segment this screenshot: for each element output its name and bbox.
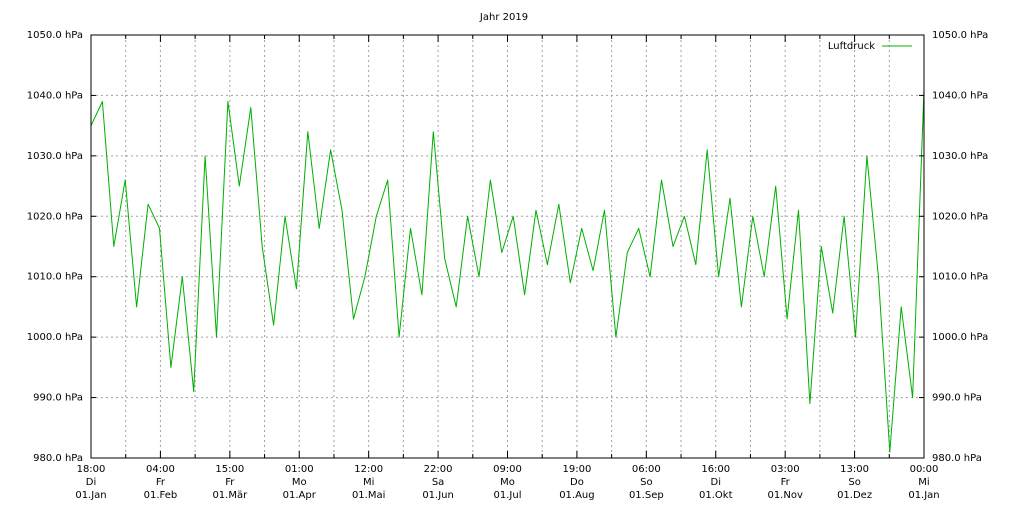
x-axis: 18:00 Di 01.Jan 04:00 Fr 01.Feb 15:00 Fr 01.Mär 0…: [75, 464, 939, 501]
x-tick-label-line: Mi: [363, 477, 374, 488]
x-tick-label-line: 01.Jan: [908, 490, 939, 501]
y-tick-label: 1050.0 hPa: [932, 30, 988, 41]
x-tick-label: 06:00 So 01.Sep: [629, 464, 664, 501]
x-tick-label-line: Di: [711, 477, 721, 488]
x-tick-label-line: 13:00: [840, 464, 869, 475]
y-tick-label: 980.0 hPa: [932, 453, 982, 464]
legend: Luftdruck: [828, 41, 912, 52]
x-tick-label: 04:00 Fr 01.Feb: [144, 464, 178, 501]
x-tick-label-line: Mo: [292, 477, 307, 488]
y-tick-label: 1010.0 hPa: [932, 272, 988, 283]
y-tick-label: 1050.0 hPa: [27, 30, 83, 41]
x-tick-label-line: 00:00: [910, 464, 939, 475]
y-tick-label: 1040.0 hPa: [932, 90, 988, 101]
y-axis-left: 980.0 hPa 990.0 hPa 1000.0 hPa 1010.0 hPa 10…: [27, 30, 83, 464]
x-tick-label: 18:00 Di 01.Jan: [75, 464, 106, 501]
axis-ticks: [90, 34, 925, 459]
x-tick-label: 16:00 Di 01.Okt: [699, 464, 733, 501]
x-tick-label-line: Mo: [500, 477, 515, 488]
series-layer: [90, 89, 925, 453]
x-tick-label-line: 15:00: [215, 464, 244, 475]
x-tick-label-line: 01.Mai: [352, 490, 385, 501]
x-tick-label-line: Di: [86, 477, 96, 488]
x-tick-label-line: 01.Nov: [767, 490, 803, 501]
x-tick-label: 09:00 Mo 01.Jul: [493, 464, 522, 501]
x-tick-label-line: 06:00: [632, 464, 661, 475]
x-tick-label-line: 01.Feb: [144, 490, 178, 501]
y-tick-label: 990.0 hPa: [932, 393, 982, 404]
y-tick-label: 1010.0 hPa: [27, 272, 83, 283]
x-tick-label-line: Do: [570, 477, 584, 488]
x-tick-label: 12:00 Mi 01.Mai: [352, 464, 385, 501]
x-tick-label-line: 01.Jul: [494, 490, 522, 501]
y-tick-label: 1000.0 hPa: [27, 332, 83, 343]
x-tick-label-line: 01.Jan: [75, 490, 106, 501]
x-tick-label: 15:00 Fr 01.Mär: [212, 464, 248, 501]
x-tick-label-line: 18:00: [77, 464, 106, 475]
x-tick-label: 00:00 Mi 01.Jan: [908, 464, 939, 501]
x-tick-label: 19:00 Do 01.Aug: [559, 464, 594, 501]
x-tick-label-line: 09:00: [493, 464, 522, 475]
x-tick-label-line: Fr: [781, 477, 791, 488]
x-tick-label-line: 01.Aug: [559, 490, 594, 501]
y-tick-label: 1030.0 hPa: [932, 151, 988, 162]
x-tick-label: 13:00 So 01.Dez: [837, 464, 872, 501]
y-tick-label: 1030.0 hPa: [27, 151, 83, 162]
x-tick-label-line: Mi: [918, 477, 929, 488]
x-tick-label-line: So: [640, 477, 652, 488]
series-line-luftdruck: [90, 89, 925, 453]
x-tick-label-line: 19:00: [563, 464, 592, 475]
x-tick-label-line: 03:00: [771, 464, 800, 475]
chart-title: Jahr 2019: [479, 12, 528, 23]
x-tick-label-line: Fr: [156, 477, 166, 488]
x-tick-label-line: So: [848, 477, 860, 488]
y-tick-label: 990.0 hPa: [33, 393, 83, 404]
x-tick-label-line: 12:00: [354, 464, 383, 475]
x-tick-label-line: 01.Sep: [629, 490, 664, 501]
x-tick-label-line: 01.Apr: [283, 490, 317, 501]
y-tick-label: 1020.0 hPa: [932, 211, 988, 222]
y-tick-label: 1000.0 hPa: [932, 332, 988, 343]
legend-label: Luftdruck: [828, 41, 875, 52]
grid-lines: [91, 35, 924, 458]
x-tick-label-line: Sa: [432, 477, 444, 488]
x-tick-label: 22:00 Sa 01.Jun: [422, 464, 454, 501]
x-tick-label-line: 16:00: [701, 464, 730, 475]
x-tick-label-line: 22:00: [424, 464, 453, 475]
x-tick-label: 03:00 Fr 01.Nov: [767, 464, 803, 501]
x-tick-label: 01:00 Mo 01.Apr: [283, 464, 317, 501]
x-tick-label-line: 01:00: [285, 464, 314, 475]
x-tick-label-line: 01.Jun: [422, 490, 454, 501]
x-tick-label-line: Fr: [225, 477, 235, 488]
x-tick-label-line: 01.Dez: [837, 490, 872, 501]
y-tick-label: 1020.0 hPa: [27, 211, 83, 222]
y-tick-label: 1040.0 hPa: [27, 90, 83, 101]
x-tick-label-line: 01.Okt: [699, 490, 733, 501]
x-tick-label-line: 01.Mär: [212, 490, 248, 501]
x-tick-label-line: 04:00: [146, 464, 175, 475]
y-axis-right: 980.0 hPa 990.0 hPa 1000.0 hPa 1010.0 hPa 10…: [932, 30, 988, 464]
y-tick-label: 980.0 hPa: [33, 453, 83, 464]
